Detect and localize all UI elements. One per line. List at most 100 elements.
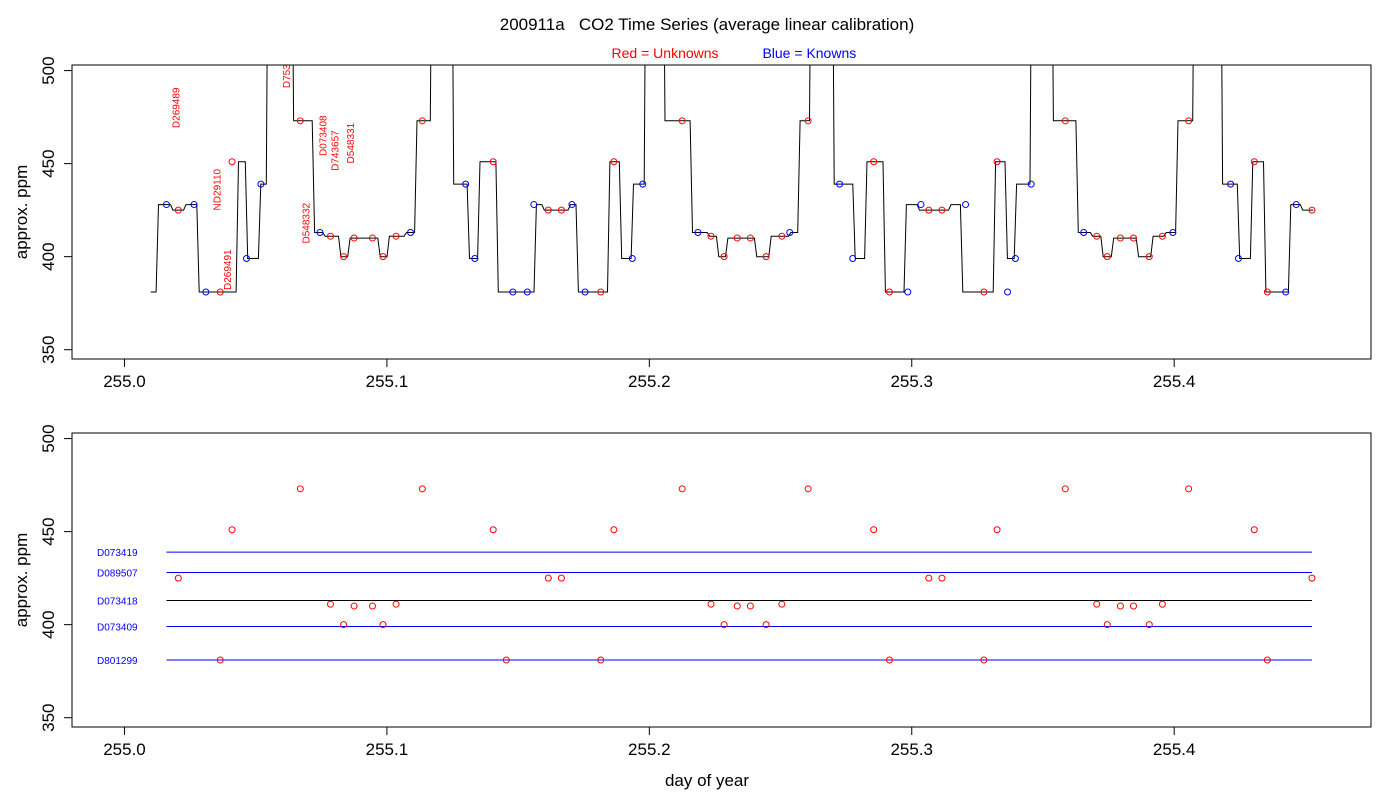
known-point bbox=[530, 201, 538, 209]
y-tick-label: 350 bbox=[39, 704, 58, 732]
known-point bbox=[243, 255, 251, 263]
unknown-point bbox=[610, 526, 618, 534]
unknown-point bbox=[762, 621, 770, 629]
unknown-point bbox=[870, 158, 878, 166]
known-point bbox=[849, 255, 857, 263]
top-panel: 255.0 255.1 255.2 255.3 255.4 350 400 450 500 app… bbox=[12, 56, 1372, 391]
unknown-point bbox=[296, 117, 304, 125]
unknown-point bbox=[326, 232, 334, 240]
x-tick-label: 255.1 bbox=[366, 372, 409, 391]
unknown-point bbox=[938, 206, 946, 214]
unknown-point bbox=[340, 621, 348, 629]
legend-red-word: Unknowns bbox=[653, 45, 718, 61]
figure-title: 200911a CO2 Time Series (average linear … bbox=[500, 15, 915, 34]
known-point bbox=[639, 180, 647, 188]
unknown-point bbox=[925, 206, 933, 214]
x-tick-label: 255.2 bbox=[628, 740, 671, 759]
unknown-point bbox=[733, 602, 741, 610]
unknown-point bbox=[980, 656, 988, 664]
unknown-point bbox=[1250, 158, 1258, 166]
unknown-point bbox=[746, 234, 754, 242]
unknown-point bbox=[368, 234, 376, 242]
unknown-point bbox=[1130, 602, 1138, 610]
legend-blue-label: Blue bbox=[762, 45, 790, 61]
legend-blue-word: Knowns bbox=[806, 45, 856, 61]
unknown-point bbox=[1158, 600, 1166, 608]
unknown-point bbox=[720, 621, 728, 629]
unknown-point bbox=[350, 234, 358, 242]
legend-red-equals: = bbox=[637, 45, 653, 61]
reference-label: D073419 bbox=[97, 548, 138, 559]
reference-label: D073418 bbox=[97, 596, 138, 607]
unknown-point bbox=[1061, 117, 1069, 125]
unknown-point bbox=[1093, 600, 1101, 608]
unknown-point bbox=[778, 600, 786, 608]
unknown-point bbox=[707, 232, 715, 240]
unknown-point bbox=[1263, 656, 1271, 664]
known-point bbox=[316, 228, 324, 236]
unknown-point bbox=[1158, 232, 1166, 240]
y-tick-label: 400 bbox=[39, 242, 58, 270]
known-point bbox=[904, 288, 912, 296]
known-point bbox=[836, 180, 844, 188]
unknown-point bbox=[778, 232, 786, 240]
unknown-point bbox=[544, 206, 552, 214]
known-point bbox=[694, 228, 702, 236]
unknown-point bbox=[216, 288, 224, 296]
unknown-point bbox=[804, 117, 812, 125]
known-point bbox=[1027, 180, 1035, 188]
unknown-point bbox=[392, 600, 400, 608]
sample-id-annotation: D269491 bbox=[223, 249, 234, 290]
unknown-point bbox=[1308, 206, 1316, 214]
unknown-point bbox=[174, 574, 182, 582]
unknown-point bbox=[597, 656, 605, 664]
legend-text: Red = Unknowns Blue = Knowns bbox=[592, 45, 868, 61]
bottom-panel: 255.0 255.1 255.2 255.3 255.4 350 400 450 500 app… bbox=[12, 424, 1372, 759]
reference-label: D073409 bbox=[97, 623, 138, 634]
y-axis-label: approx. ppm bbox=[12, 165, 31, 260]
unknown-point bbox=[379, 253, 387, 261]
unknown-point bbox=[1103, 253, 1111, 261]
known-point bbox=[407, 228, 415, 236]
y-axis-label: approx. ppm bbox=[12, 533, 31, 628]
unknown-point bbox=[228, 526, 236, 534]
unknown-point bbox=[1145, 621, 1153, 629]
unknown-point bbox=[804, 485, 812, 493]
unknown-point bbox=[296, 485, 304, 493]
sample-id-annotation: D073408 bbox=[319, 115, 330, 156]
x-tick-label: 255.3 bbox=[890, 740, 933, 759]
known-point bbox=[1227, 180, 1235, 188]
unknown-point bbox=[980, 288, 988, 296]
unknown-point bbox=[746, 602, 754, 610]
known-point bbox=[162, 201, 170, 209]
known-point bbox=[1234, 255, 1242, 263]
unknown-point bbox=[720, 253, 728, 261]
known-point bbox=[568, 201, 576, 209]
unknown-point bbox=[418, 117, 426, 125]
plot-area: D269489 ND29110 D269491 D75390 D548332 D07340… bbox=[150, 65, 1316, 296]
reference-label: D801299 bbox=[97, 656, 138, 667]
x-tick-label: 255.2 bbox=[628, 372, 671, 391]
known-point bbox=[1004, 288, 1012, 296]
unknown-point bbox=[870, 526, 878, 534]
known-point bbox=[471, 255, 479, 263]
known-point bbox=[1282, 288, 1290, 296]
unknown-point bbox=[216, 656, 224, 664]
unknown-point bbox=[1093, 232, 1101, 240]
unknown-point bbox=[379, 621, 387, 629]
unknown-point bbox=[544, 574, 552, 582]
known-point bbox=[962, 201, 970, 209]
unknown-point bbox=[1185, 117, 1193, 125]
known-point bbox=[523, 288, 531, 296]
unknown-point bbox=[326, 600, 334, 608]
unknown-point bbox=[678, 117, 686, 125]
unknown-point bbox=[1263, 288, 1271, 296]
sample-id-annotation: D269489 bbox=[172, 87, 183, 128]
unknown-point bbox=[1103, 621, 1111, 629]
unknown-point bbox=[925, 574, 933, 582]
unknown-point bbox=[885, 288, 893, 296]
unknown-point bbox=[1130, 234, 1138, 242]
x-tick-label: 255.4 bbox=[1153, 372, 1196, 391]
